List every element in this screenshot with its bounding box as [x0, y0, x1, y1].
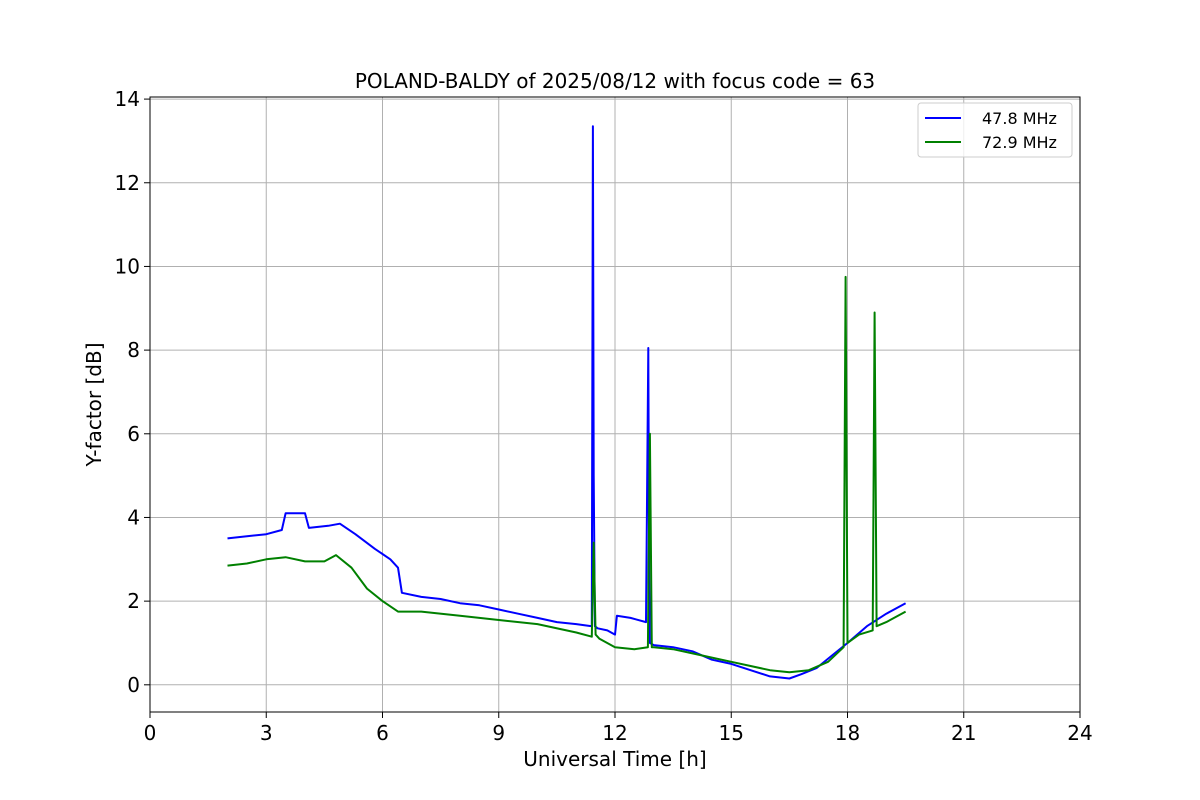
- x-tick-label: 24: [1067, 721, 1092, 745]
- x-axis-title: Universal Time [h]: [523, 747, 706, 771]
- y-tick-label: 2: [127, 589, 140, 613]
- x-tick-label: 21: [951, 721, 976, 745]
- y-tick-label: 0: [127, 673, 140, 697]
- legend-label: 47.8 MHz: [982, 109, 1057, 128]
- x-tick-label: 6: [376, 721, 389, 745]
- legend-box: [917, 102, 1073, 158]
- y-tick-label: 10: [115, 254, 140, 278]
- y-axis-title: Y-factor [dB]: [82, 342, 106, 467]
- y-tick-label: 4: [127, 505, 140, 529]
- x-tick-label: 3: [260, 721, 273, 745]
- x-tick-label: 15: [719, 721, 744, 745]
- legend-label: 72.9 MHz: [982, 133, 1057, 152]
- x-tick-label: 12: [602, 721, 627, 745]
- series-line-47-8-mhz: [227, 125, 907, 680]
- series-line-72-9-mhz: [227, 275, 907, 674]
- x-tick-label: 9: [492, 721, 505, 745]
- y-tick-label: 14: [115, 87, 140, 111]
- chart-title: POLAND-BALDY of 2025/08/12 with focus co…: [355, 69, 875, 93]
- legend: 47.8 MHz 72.9 MHz: [917, 102, 1073, 158]
- x-tick-label: 0: [144, 721, 157, 745]
- y-tick-label: 8: [127, 338, 140, 362]
- x-tick-label: 18: [835, 721, 860, 745]
- y-tick-label: 6: [127, 422, 140, 446]
- plot-area: [227, 125, 907, 680]
- y-tick-label: 12: [115, 171, 140, 195]
